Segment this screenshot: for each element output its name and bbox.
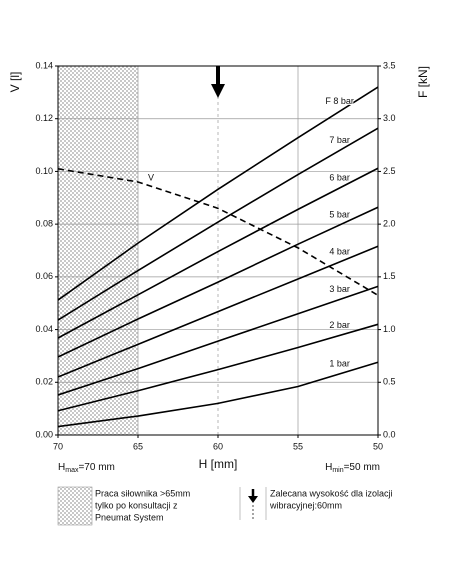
series-line xyxy=(57,206,379,358)
h-max-label: Hmax=70 mm xyxy=(58,462,115,474)
x-tick-label: 50 xyxy=(373,441,383,451)
y-tick-label: 0.02 xyxy=(35,377,53,387)
y2-tick-label: 1.5 xyxy=(383,271,396,281)
y-axis-label: V [l] xyxy=(8,72,22,93)
y2-tick-label: 0.5 xyxy=(383,377,396,387)
y2-tick-label: 0.0 xyxy=(383,429,396,439)
series-line xyxy=(57,127,379,321)
series-line xyxy=(57,323,379,412)
y2-tick-label: 3.0 xyxy=(383,113,396,123)
series-line xyxy=(57,167,379,339)
y-tick-label: 0.08 xyxy=(35,219,53,229)
y2-tick-label: 2.5 xyxy=(383,166,396,176)
x-axis-label: H [mm] xyxy=(199,457,238,471)
series-label: V xyxy=(148,172,154,182)
legend-text: wibracyjnej:60mm xyxy=(269,500,342,510)
legend-hatch-swatch xyxy=(57,486,93,526)
h-max: Hmax=70 mm xyxy=(58,462,115,474)
x-tick-label: 60 xyxy=(213,441,223,451)
series-label: 4 bar xyxy=(329,246,350,256)
x-tick-label: 55 xyxy=(293,441,303,451)
y-tick-label: 0.00 xyxy=(35,429,53,439)
h-min: Hmin=50 mm xyxy=(325,462,380,474)
y-tick-label: 0.14 xyxy=(35,60,53,70)
y2-tick-label: 2.0 xyxy=(383,219,396,229)
y-tick-label: 0.06 xyxy=(35,271,53,281)
series-line xyxy=(57,245,379,378)
recommended-arrow-head xyxy=(211,84,225,98)
series-label: 6 bar xyxy=(329,172,350,182)
series-label: 3 bar xyxy=(329,284,350,294)
legend-text: tylko po konsultacji z xyxy=(95,500,178,510)
series-line xyxy=(57,168,379,296)
series-line xyxy=(57,285,379,396)
legend-text: Pneumat System xyxy=(95,512,164,522)
y2-tick-label: 1.0 xyxy=(383,324,396,334)
y2-axis-label: F [kN] xyxy=(416,66,430,98)
y-tick-label: 0.12 xyxy=(35,113,53,123)
y-tick-label: 0.04 xyxy=(35,324,53,334)
x-tick-label: 65 xyxy=(133,441,143,451)
y2-tick-label: 3.5 xyxy=(383,60,396,70)
legend-text: Zalecana wysokość dla izolacji xyxy=(270,488,393,498)
legend-arrow-head xyxy=(248,496,258,503)
series-label: 1 bar xyxy=(329,358,350,368)
hatch-region xyxy=(58,66,138,435)
series-line xyxy=(57,361,379,428)
series-label: 5 bar xyxy=(329,209,350,219)
series-label: 7 bar xyxy=(329,135,350,145)
series-label: 2 bar xyxy=(329,320,350,330)
y-tick-label: 0.10 xyxy=(35,166,53,176)
series-line xyxy=(57,86,379,301)
x-tick-label: 70 xyxy=(53,441,63,451)
legend-text: Praca siłownika >65mm xyxy=(95,488,190,498)
series-label: F 8 bar xyxy=(325,96,354,106)
